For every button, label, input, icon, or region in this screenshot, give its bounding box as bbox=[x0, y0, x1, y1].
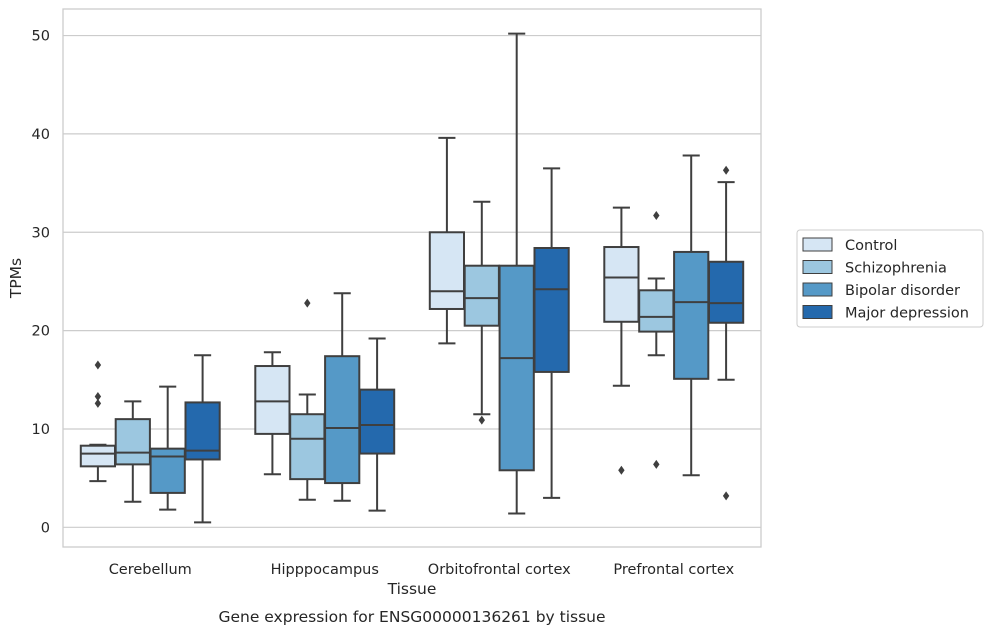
box-body bbox=[707, 260, 745, 324]
x-axis-label: Tissue bbox=[387, 580, 437, 598]
grid-lines bbox=[63, 34, 761, 528]
box-body bbox=[533, 247, 570, 373]
box-control bbox=[428, 136, 466, 345]
box-body bbox=[463, 264, 500, 327]
outlier-point bbox=[94, 360, 102, 370]
outlier-point bbox=[94, 392, 102, 402]
legend-label: Schizophrenia bbox=[845, 261, 947, 277]
y-tick-label: 30 bbox=[32, 225, 50, 241]
legend-swatch bbox=[802, 282, 833, 297]
box-control bbox=[603, 206, 640, 475]
legend-swatch bbox=[802, 305, 833, 319]
x-tick-labels: Cerebellum Hipppocampus Orbitofrontal cort… bbox=[109, 562, 735, 578]
y-axis-label: TPMs bbox=[7, 258, 25, 299]
box-body bbox=[114, 418, 151, 466]
box-control bbox=[254, 351, 291, 476]
box-control bbox=[79, 360, 117, 483]
box-body bbox=[358, 388, 396, 455]
box-body bbox=[149, 447, 186, 494]
outlier-point bbox=[94, 398, 102, 408]
box-bipolar-disorder bbox=[498, 32, 535, 515]
outlier-point bbox=[478, 415, 485, 425]
outlier-point bbox=[653, 211, 660, 221]
x-tick-label: Hipppocampus bbox=[271, 562, 379, 578]
y-tick-label: 40 bbox=[32, 127, 50, 143]
box-body bbox=[428, 231, 466, 310]
box-schizophrenia bbox=[463, 200, 500, 425]
legend-label: Control bbox=[845, 238, 897, 254]
outlier-point bbox=[722, 491, 730, 501]
figure-caption: Gene expression for ENSG00000136261 by t… bbox=[218, 608, 605, 626]
box-body bbox=[603, 246, 640, 323]
box-body bbox=[79, 444, 117, 468]
box-bipolar-disorder bbox=[149, 385, 186, 511]
legend-frame bbox=[796, 229, 984, 328]
x-tick-label: Cerebellum bbox=[109, 562, 192, 578]
box-schizophrenia bbox=[114, 400, 151, 503]
y-tick-label: 10 bbox=[32, 422, 50, 438]
box-bipolar-disorder bbox=[673, 154, 710, 477]
box-bipolar-disorder bbox=[324, 292, 361, 502]
y-tick-label: 20 bbox=[32, 324, 50, 340]
outlier-point bbox=[618, 465, 625, 475]
y-tick-label: 50 bbox=[32, 29, 50, 45]
legend-label: Bipolar disorder bbox=[845, 283, 960, 299]
x-tick-label: Prefrontal cortex bbox=[613, 562, 734, 578]
legend-swatch bbox=[802, 260, 833, 274]
x-tick-label: Orbitofrontal cortex bbox=[428, 562, 571, 578]
legend: Control Schizophrenia Bipolar disorder Majo… bbox=[796, 229, 984, 328]
box-major-depression bbox=[184, 354, 221, 524]
legend-label: Major depression bbox=[845, 306, 969, 322]
y-tick-labels: 0 10 20 30 40 50 bbox=[32, 29, 50, 537]
outlier-point bbox=[653, 459, 660, 469]
box-body bbox=[638, 289, 675, 333]
boxes bbox=[79, 32, 745, 524]
box-major-depression bbox=[707, 165, 745, 501]
plot-frame bbox=[62, 8, 762, 548]
box-schizophrenia bbox=[638, 211, 675, 469]
y-tick-label: 0 bbox=[41, 520, 50, 536]
box-body bbox=[289, 413, 326, 481]
box-body bbox=[324, 355, 361, 485]
outlier-point bbox=[304, 298, 311, 308]
box-body bbox=[673, 250, 710, 380]
outlier-point bbox=[722, 165, 730, 175]
box-major-depression bbox=[533, 167, 570, 499]
box-major-depression bbox=[358, 337, 396, 512]
legend-swatch bbox=[802, 237, 833, 252]
box-body bbox=[254, 365, 291, 435]
box-schizophrenia bbox=[289, 298, 326, 501]
box-body bbox=[498, 264, 535, 472]
